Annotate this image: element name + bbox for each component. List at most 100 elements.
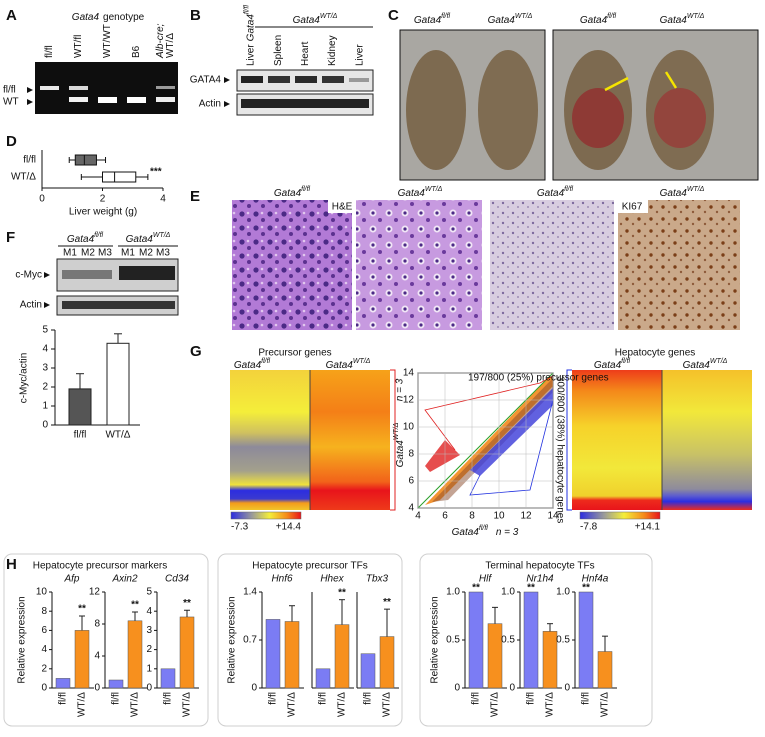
- text-span: Gata4: [293, 15, 321, 26]
- genotype-label: Gata4fl/fl: [594, 358, 631, 370]
- y-tick-label: 5: [42, 325, 48, 336]
- gel-image: [27, 62, 178, 114]
- lane-label: M1: [121, 248, 135, 259]
- y-tick-label: 1: [42, 401, 48, 412]
- category-label: WT/Δ: [130, 692, 141, 717]
- x-tick-label: 12: [520, 511, 532, 522]
- panel-title: Gata4 genotype: [72, 12, 145, 23]
- text-span: n = 3: [496, 527, 519, 538]
- category-label: fl/fl: [471, 692, 482, 705]
- y-tick-label: 0: [509, 683, 515, 694]
- y-tick-label: 0.5: [556, 635, 570, 646]
- genotype-label: Gata4WT/Δ: [660, 13, 705, 25]
- panel-letter: A: [6, 7, 17, 24]
- row-label: Actin: [199, 99, 221, 110]
- histology-images: [232, 200, 740, 330]
- text-span: Gata4: [67, 234, 95, 245]
- y-tick-label: 1.0: [501, 587, 515, 598]
- genotype-label: Gata4WT/Δ: [126, 232, 171, 244]
- y-tick-label: 8: [41, 606, 47, 617]
- y-tick-label: 10: [36, 587, 48, 598]
- colorbar-label: +14.1: [635, 522, 661, 533]
- bar: [379, 636, 395, 689]
- x-tick-label: 6: [442, 511, 448, 522]
- category-label: WT/Δ: [600, 692, 611, 717]
- chart-title: Afp: [63, 574, 79, 585]
- colorbar-scale: [579, 511, 661, 520]
- text-span: fl/fl: [244, 5, 251, 14]
- genotype-label: Gata4WT/Δ: [326, 358, 371, 370]
- western-blot: [224, 26, 374, 116]
- y-tick-label: 1.4: [243, 587, 257, 598]
- axis-title: c-Myc/actin: [19, 353, 30, 404]
- lane-label: Liver Gata4fl/fl: [244, 5, 256, 66]
- text-span: WT/Δ: [515, 13, 533, 20]
- panel-letter: E: [190, 188, 200, 205]
- significance: **: [472, 583, 480, 594]
- x-tick-label: 2: [100, 194, 106, 205]
- category-label: WT/Δ: [382, 692, 393, 717]
- genotype-label: Gata4WT/Δ: [683, 358, 728, 370]
- text-span: Gata4: [395, 440, 406, 468]
- genotype-label: Gata4WT/Δ: [488, 13, 533, 25]
- significance: **: [78, 604, 86, 615]
- genotype-label: Gata4fl/fl: [274, 186, 311, 198]
- significance: ***: [150, 167, 162, 178]
- y-tick-label: 2: [42, 382, 48, 393]
- x-tick-label: 8: [469, 511, 475, 522]
- axis-title: Liver weight (g): [69, 207, 137, 218]
- y-tick-label: 1: [146, 663, 152, 674]
- lane-label: Liver: [354, 44, 365, 66]
- box: [74, 154, 97, 166]
- annotation: 300/800 (38%) hepatocyte genes: [554, 376, 565, 523]
- panel-letter: F: [6, 229, 15, 246]
- text-span: Gata4: [683, 360, 711, 371]
- category-label: fl/fl: [58, 692, 69, 705]
- text-span: Gata4: [660, 188, 688, 199]
- lane-label: M2: [81, 248, 95, 259]
- stain-label: KI67: [622, 202, 643, 213]
- colorbar-label: -7.8: [580, 522, 598, 533]
- text-span: WT/Δ: [687, 186, 705, 193]
- y-tick-label: 2: [146, 644, 152, 655]
- y-tick-label: 4: [41, 644, 47, 655]
- panel-letter: B: [190, 7, 201, 24]
- genotype-label: Gata4fl/fl: [414, 13, 451, 25]
- text-span: fl/fl: [621, 358, 630, 365]
- y-tick-label: 0: [94, 683, 100, 694]
- genotype-label: Gata4fl/fl: [67, 232, 104, 244]
- y-tick-label: 6: [41, 625, 47, 636]
- bar: [179, 616, 195, 689]
- bar: [360, 653, 376, 689]
- significance: **: [183, 598, 191, 609]
- bar: [284, 621, 300, 689]
- text-span: fl/fl: [261, 358, 270, 365]
- y-tick-label: 0.7: [243, 635, 257, 646]
- text-span: fl/fl: [564, 186, 573, 193]
- category-label: fl/fl: [23, 155, 36, 166]
- significance: **: [338, 587, 346, 598]
- text-span: WT/Δ: [320, 13, 338, 20]
- text-span: WT/Δ: [425, 186, 443, 193]
- panel-letter: C: [388, 7, 399, 24]
- chart-title: Hnf4a: [582, 574, 609, 585]
- genotype-label: Gata4WT/Δ: [293, 13, 338, 25]
- chart-title: Axin2: [111, 574, 137, 585]
- y-tick-label: 12: [89, 587, 101, 598]
- axis-title: Relative expression: [227, 596, 238, 683]
- significance: **: [131, 600, 139, 611]
- y-tick-label: 4: [146, 606, 152, 617]
- category-label: WT/Δ: [545, 692, 556, 717]
- y-tick-label: 8: [94, 619, 100, 630]
- text-span: fl/fl: [441, 13, 450, 20]
- text-span: WT/Δ: [710, 358, 728, 365]
- significance: **: [383, 597, 391, 608]
- text-span: WT/Δ: [687, 13, 705, 20]
- text-span: WT/Δ: [393, 422, 400, 440]
- text-span: Liver: [245, 44, 256, 66]
- panel-letter: D: [6, 133, 17, 150]
- category-label: fl/fl: [363, 692, 374, 705]
- bar: [68, 388, 92, 426]
- text-span: Gata4: [72, 12, 100, 23]
- lane-label: fl/fl: [44, 45, 55, 58]
